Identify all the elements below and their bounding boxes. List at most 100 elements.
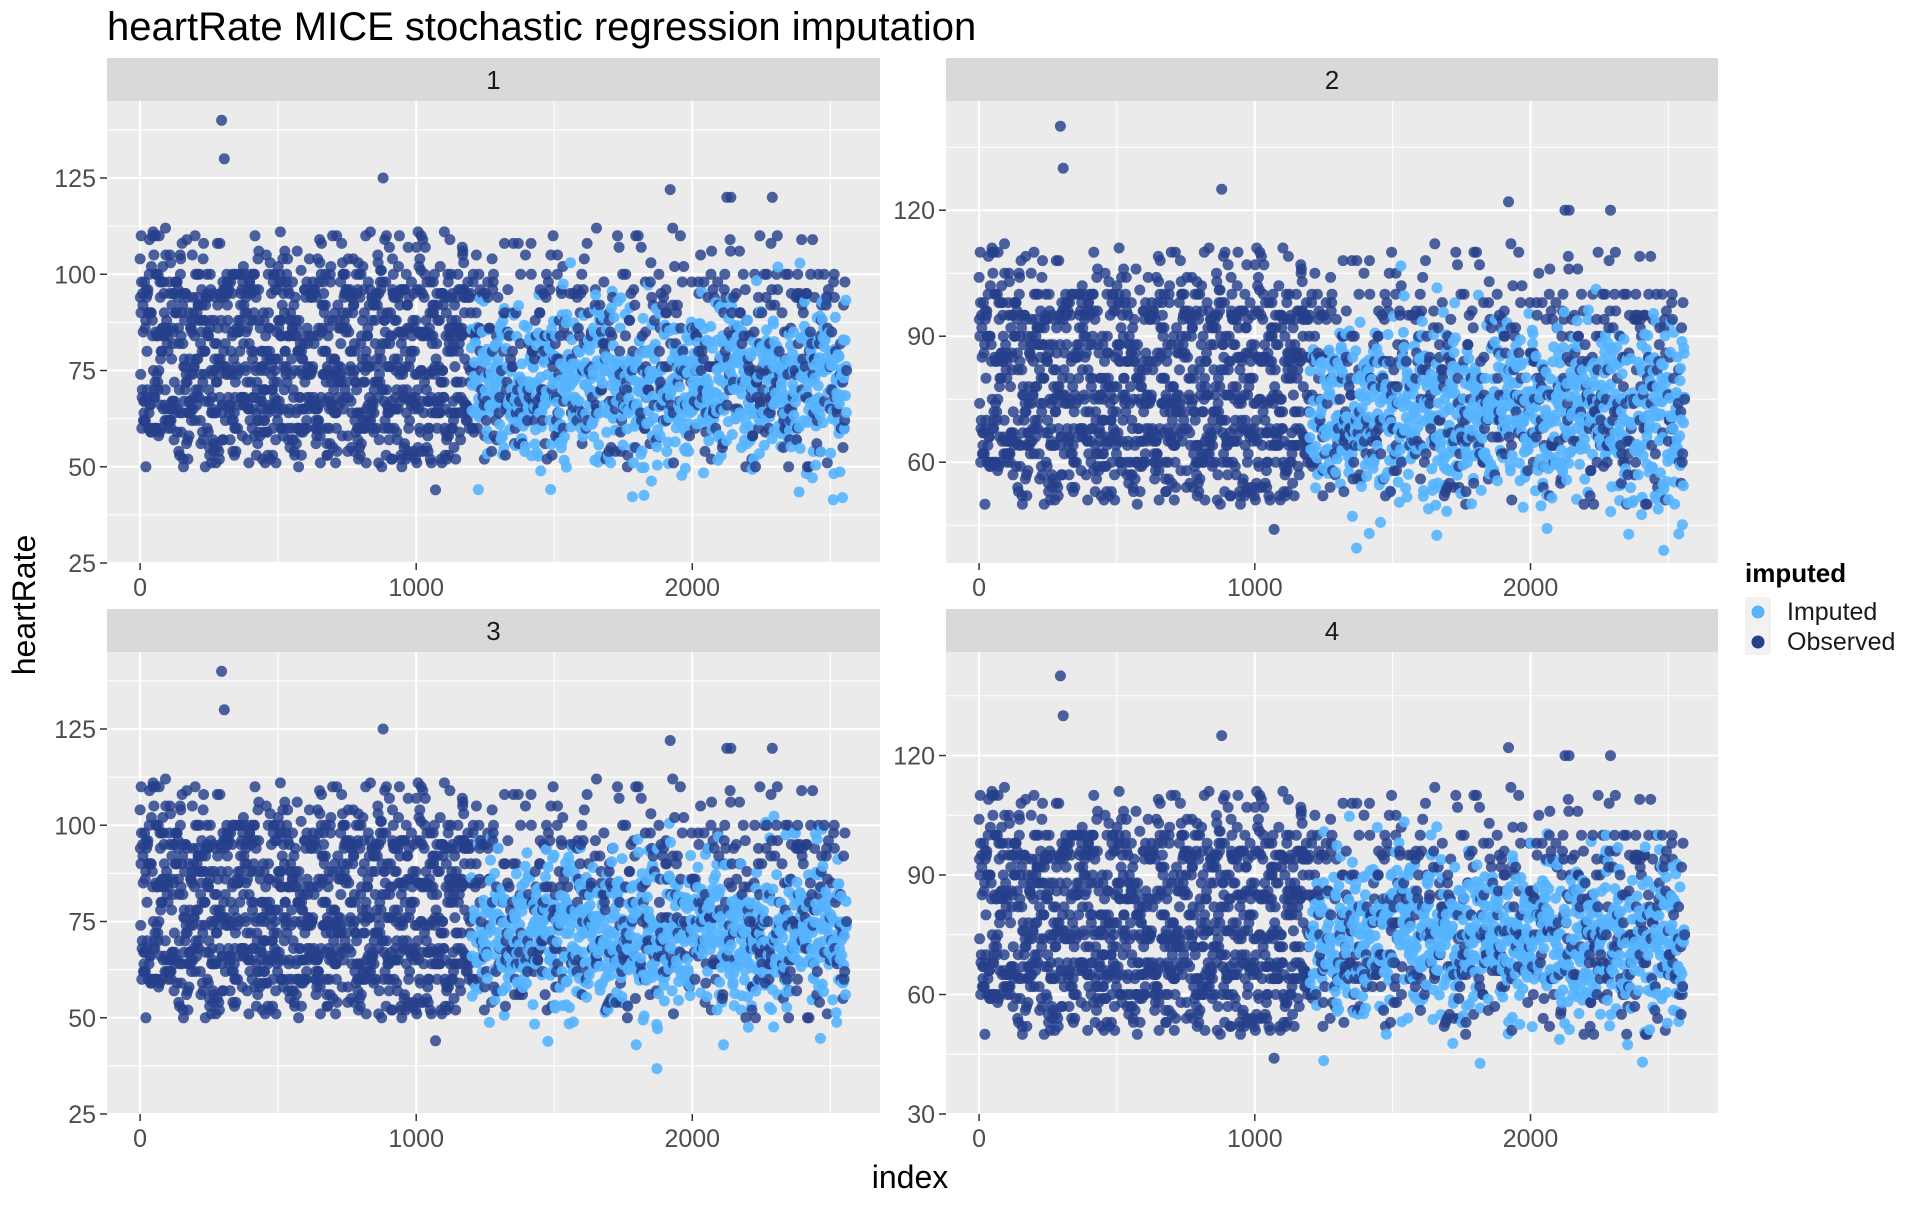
point-observed [1229, 339, 1240, 350]
point-observed [1014, 272, 1025, 283]
point-observed [290, 292, 301, 303]
point-observed [1580, 339, 1591, 350]
point-observed [1130, 474, 1141, 485]
point-observed [198, 253, 209, 264]
point-imputed [1536, 500, 1547, 511]
point-observed [552, 250, 563, 261]
point-observed [1157, 310, 1168, 321]
point-observed [1207, 440, 1218, 451]
point-observed [222, 315, 233, 326]
point-imputed [1518, 502, 1529, 513]
point-observed [325, 277, 336, 288]
point-observed [1513, 247, 1524, 258]
point-observed [282, 253, 293, 264]
point-observed [507, 346, 518, 357]
point-observed [1223, 259, 1234, 270]
point-observed [160, 223, 171, 234]
point-observed [1109, 495, 1120, 506]
point-imputed [1466, 498, 1477, 509]
point-observed [1004, 276, 1015, 287]
point-observed [1132, 499, 1143, 510]
point-observed [307, 361, 318, 372]
point-observed [1069, 482, 1080, 493]
point-observed [182, 454, 193, 465]
point-observed [1505, 238, 1516, 249]
chart-title: heartRate MICE stochastic regression imp… [107, 5, 976, 49]
point-imputed [1558, 342, 1569, 353]
point-observed [1079, 394, 1090, 405]
point-imputed [639, 462, 650, 473]
point-observed [435, 261, 446, 272]
point-observed [628, 284, 639, 295]
y-tick-label: 50 [68, 454, 96, 482]
point-observed [1215, 285, 1226, 296]
point-observed [661, 284, 672, 295]
point-imputed [794, 487, 805, 498]
x-tick-label: 0 [133, 574, 147, 602]
point-observed [177, 338, 188, 349]
point-observed [620, 269, 631, 280]
point-observed [214, 238, 225, 249]
point-observed [1452, 259, 1463, 270]
point-observed [767, 192, 778, 203]
point-observed [805, 327, 816, 338]
point-observed [325, 261, 336, 272]
point-observed [772, 284, 783, 295]
point-observed [1437, 297, 1448, 308]
point-observed [981, 373, 992, 384]
x-tick-label: 2000 [1503, 574, 1559, 602]
point-observed [449, 361, 460, 372]
point-observed [409, 346, 420, 357]
point-observed [1029, 247, 1040, 258]
point-observed [166, 354, 177, 365]
point-imputed [1383, 329, 1394, 340]
point-observed [612, 230, 623, 241]
point-observed [420, 242, 431, 253]
point-observed [1492, 289, 1503, 300]
point-observed [140, 461, 151, 472]
point-observed [594, 300, 605, 311]
point-observed [175, 269, 186, 280]
point-observed [1289, 490, 1300, 501]
point-imputed [618, 440, 629, 451]
point-imputed [554, 408, 565, 419]
point-observed [548, 230, 559, 241]
point-observed [335, 338, 346, 349]
point-observed [1462, 339, 1473, 350]
point-observed [340, 269, 351, 280]
point-imputed [593, 439, 604, 450]
point-imputed [670, 436, 681, 447]
point-observed [826, 327, 837, 338]
point-observed [645, 257, 656, 268]
point-observed [1325, 482, 1336, 493]
point-observed [1276, 394, 1287, 405]
point-observed [515, 269, 526, 280]
point-imputed [1310, 441, 1321, 452]
point-observed [1461, 486, 1472, 497]
point-observed [1564, 205, 1575, 216]
point-observed [1196, 280, 1207, 291]
point-imputed [680, 463, 691, 474]
point-imputed [1563, 458, 1574, 469]
point-observed [147, 315, 158, 326]
point-observed [614, 346, 625, 357]
point-imputed [683, 446, 694, 457]
point-observed [240, 365, 251, 376]
point-observed [320, 300, 331, 311]
point-observed [1257, 314, 1268, 325]
point-observed [1312, 289, 1323, 300]
point-observed [1021, 490, 1032, 501]
point-imputed [810, 460, 821, 471]
point-imputed [727, 429, 738, 440]
point-observed [471, 250, 482, 261]
point-observed [1327, 289, 1338, 300]
point-observed [1359, 268, 1370, 279]
point-observed [992, 394, 1003, 405]
point-imputed [545, 484, 556, 495]
point-observed [1618, 381, 1629, 392]
point-observed [653, 269, 664, 280]
point-observed [636, 242, 647, 253]
point-imputed [1398, 327, 1409, 338]
point-observed [330, 457, 341, 468]
